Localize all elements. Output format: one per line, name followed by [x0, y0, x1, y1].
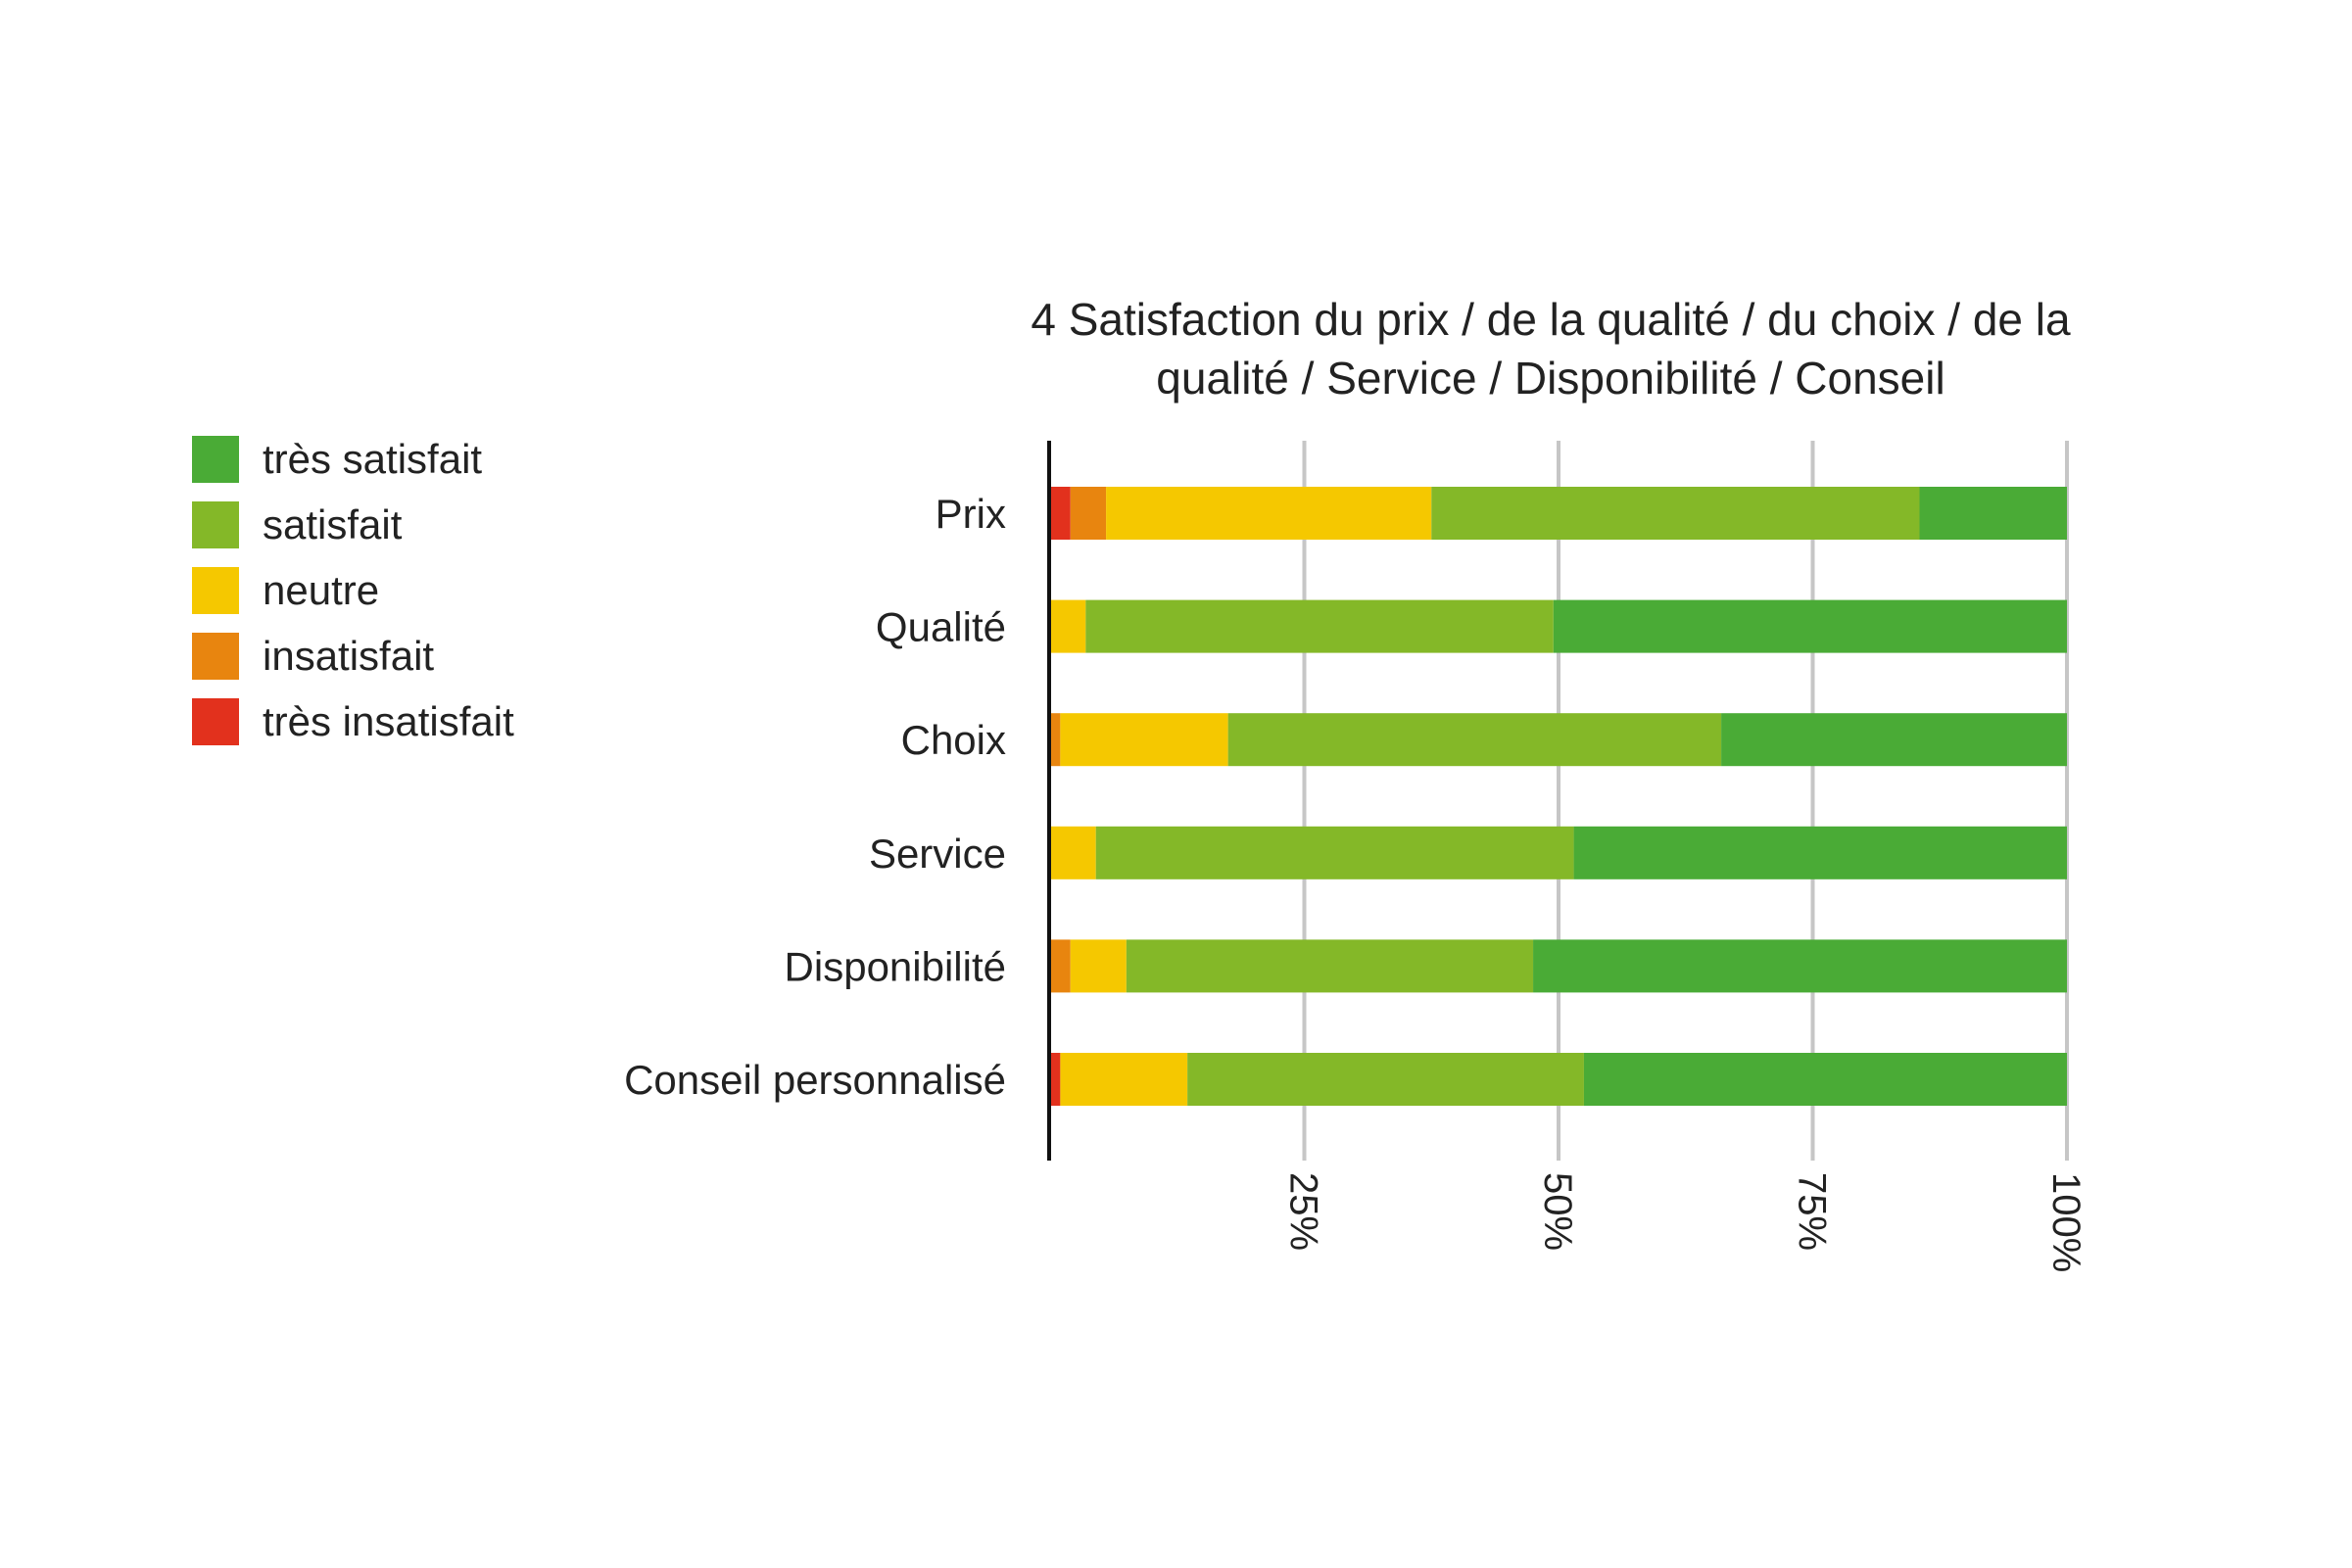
x-tick-label: 75%	[1791, 1172, 1834, 1251]
legend-label: satisfait	[263, 501, 403, 547]
bar-segment	[1573, 826, 2067, 879]
legend-label: neutre	[263, 567, 379, 613]
bar-segment	[1050, 599, 1086, 653]
bar-segment	[1583, 1053, 2067, 1106]
legend: très satisfait satisfait neutre insatisfait…	[192, 436, 514, 745]
bar-segment	[1070, 939, 1127, 993]
category-label: Disponibilité	[785, 943, 1006, 989]
chart-title-line-1: 4 Satisfaction du prix / de la qualité /…	[1031, 294, 2071, 345]
bar-segment	[1126, 939, 1534, 993]
category-label: Prix	[936, 491, 1006, 537]
legend-swatch	[192, 501, 239, 548]
bar-segment	[1919, 487, 2067, 540]
bar-segment	[1227, 713, 1722, 767]
bar-segment	[1095, 826, 1574, 879]
category-label: Service	[869, 831, 1006, 877]
legend-swatch	[192, 567, 239, 614]
legend-label: insatisfait	[263, 633, 434, 679]
x-tick-label: 50%	[1536, 1172, 1579, 1251]
x-tick-label: 25%	[1282, 1172, 1325, 1251]
bar-segment	[1431, 487, 1920, 540]
legend-swatch	[192, 698, 239, 745]
legend-label: très satisfait	[263, 436, 482, 482]
legend-swatch	[192, 436, 239, 483]
category-label: Choix	[901, 717, 1006, 763]
bar-segment	[1106, 487, 1432, 540]
bar-segment	[1050, 713, 1061, 767]
x-tick-label: 100%	[2044, 1172, 2088, 1272]
bar-segment	[1060, 1053, 1188, 1106]
bars	[1050, 487, 2067, 1106]
bar-segment	[1050, 487, 1071, 540]
axis: 25% 50% 75% 100% Prix Qualité Choix Service Disp…	[624, 441, 2088, 1272]
bar-segment	[1070, 487, 1107, 540]
bar-segment	[1187, 1053, 1584, 1106]
legend-swatch	[192, 633, 239, 680]
bar-segment	[1533, 939, 2067, 993]
legend-label: très insatisfait	[263, 698, 514, 744]
bar-segment	[1050, 939, 1071, 993]
bar-segment	[1050, 826, 1096, 879]
bar-segment	[1060, 713, 1228, 767]
bar-segment	[1721, 713, 2067, 767]
bar-segment	[1085, 599, 1554, 653]
bar-segment	[1050, 1053, 1061, 1106]
category-label: Qualité	[876, 604, 1006, 650]
bar-segment	[1553, 599, 2067, 653]
gridlines	[1302, 441, 2069, 1161]
chart-title-line-2: qualité / Service / Disponibilité / Cons…	[1156, 353, 1944, 404]
category-label: Conseil personnalisé	[624, 1057, 1006, 1103]
chart-title: 4 Satisfaction du prix / de la qualité /…	[1031, 294, 2071, 404]
